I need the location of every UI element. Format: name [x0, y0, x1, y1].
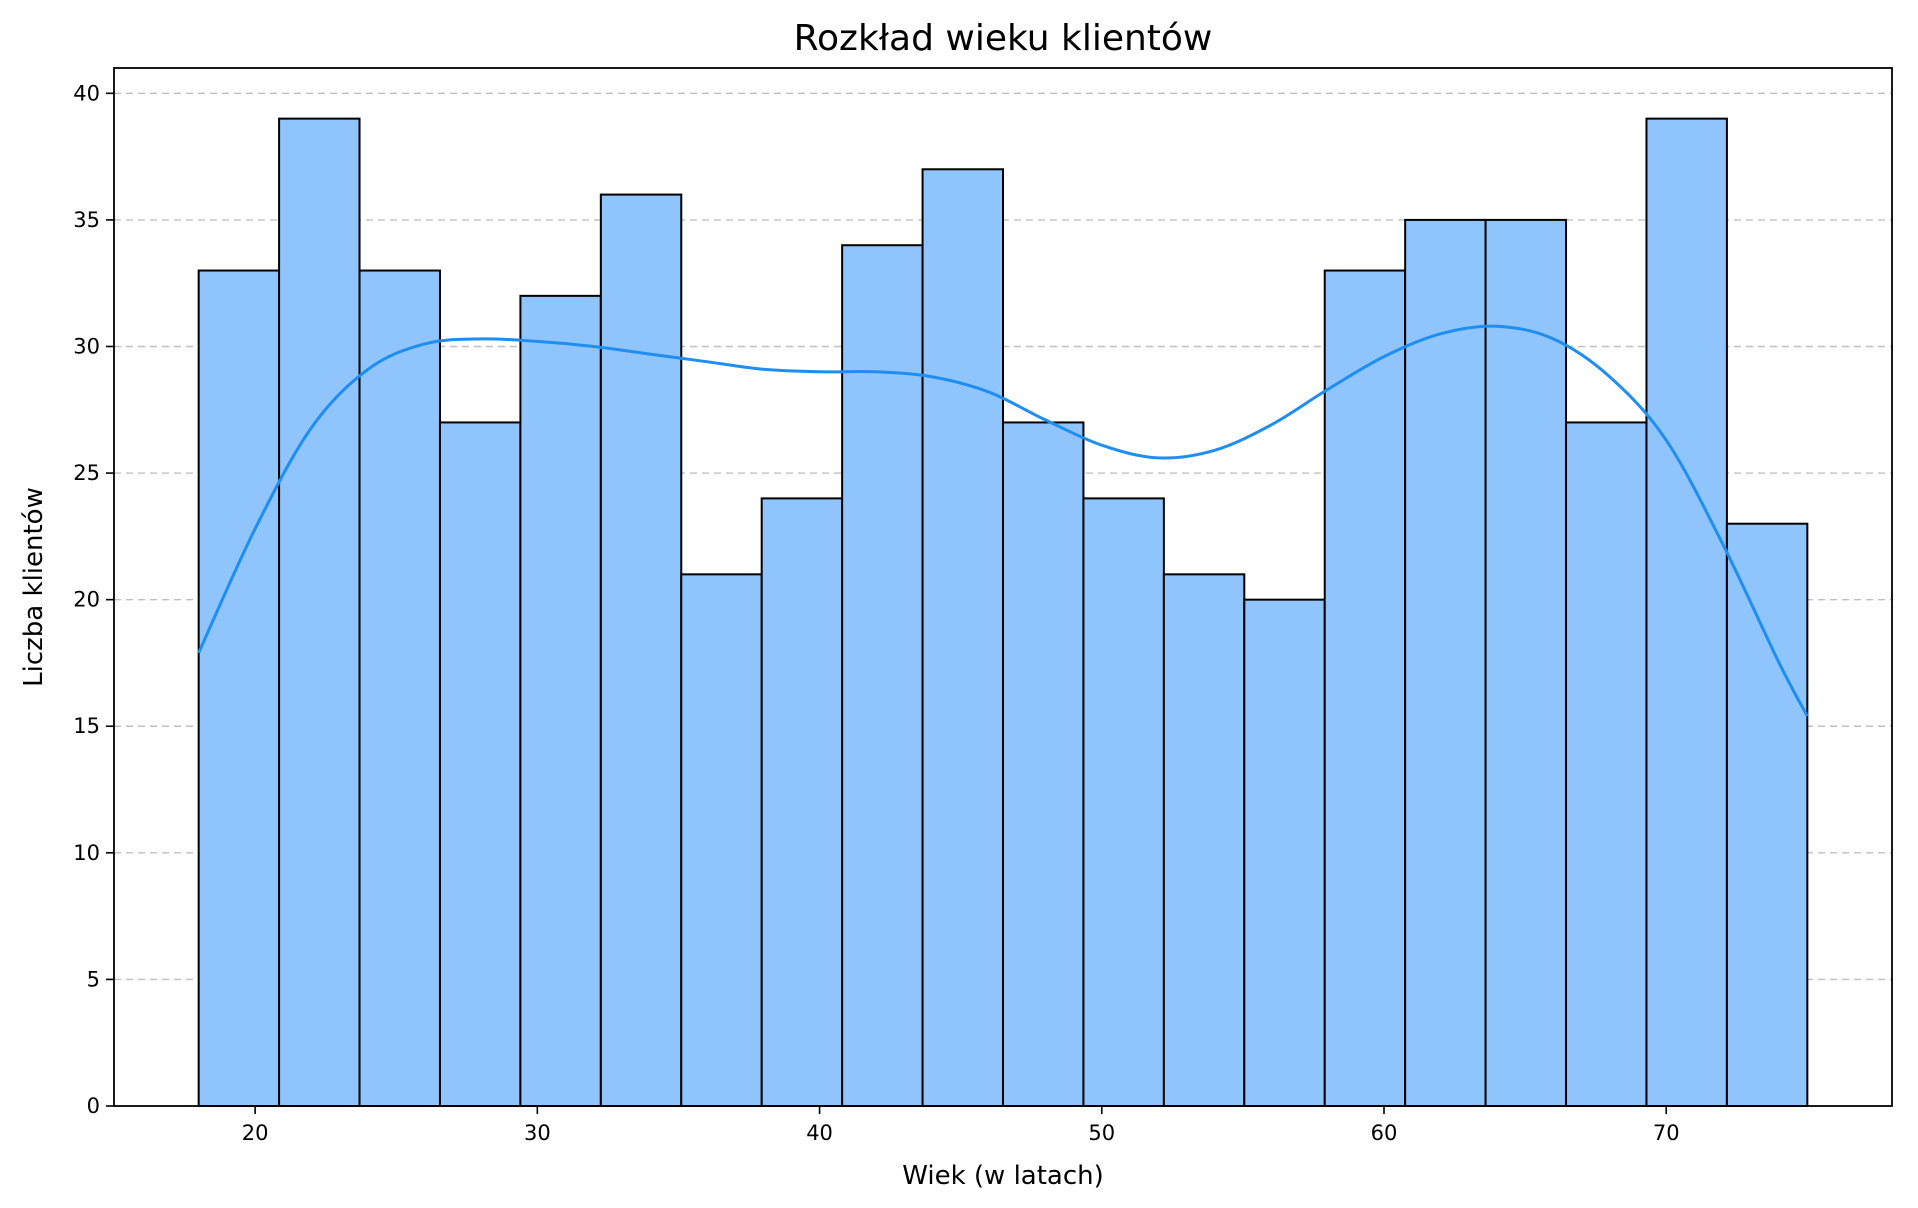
x-axis-ticks: 20 30 40 50 60 70 — [242, 1106, 1680, 1145]
histogram-bar — [1002, 421, 1085, 1107]
histogram-bar — [1082, 497, 1165, 1107]
histogram-bar — [1162, 573, 1246, 1107]
y-tick-label: 30 — [73, 334, 100, 358]
y-tick-label: 25 — [73, 461, 100, 485]
y-tick-label: 0 — [87, 1094, 100, 1118]
x-tick-label: 30 — [524, 1121, 551, 1145]
x-tick-label: 60 — [1371, 1121, 1398, 1145]
plot-frame — [113, 67, 1893, 1107]
histogram-bars — [197, 117, 1809, 1108]
histogram-bar — [1725, 522, 1809, 1107]
y-tick-label: 15 — [73, 714, 100, 738]
x-axis-label: Wiek (w latach) — [902, 1161, 1104, 1191]
y-tick-label: 20 — [73, 588, 100, 612]
y-tick-label: 35 — [73, 208, 100, 232]
histogram-bar — [519, 294, 602, 1108]
histogram-bar — [841, 244, 924, 1108]
y-tick-label: 40 — [73, 81, 100, 105]
y-axis-ticks: 0 5 10 15 20 25 30 35 40 — [73, 81, 114, 1118]
histogram-bar — [1645, 117, 1728, 1107]
histogram-bar — [1404, 218, 1487, 1107]
y-tick-label: 5 — [87, 967, 100, 991]
kde-curve — [197, 324, 1809, 717]
histogram-bar — [1484, 218, 1568, 1107]
histogram-bar — [278, 117, 361, 1107]
x-tick-label: 70 — [1653, 1121, 1680, 1145]
histogram-bar — [1323, 269, 1407, 1108]
chart-title: Rozkład wieku klientów — [794, 18, 1213, 59]
histogram-bar — [1243, 598, 1326, 1107]
x-tick-label: 20 — [242, 1121, 269, 1145]
y-tick-label: 10 — [73, 841, 100, 865]
histogram-bar — [438, 421, 522, 1107]
x-tick-label: 50 — [1088, 1121, 1115, 1145]
histogram-bar — [680, 573, 763, 1107]
histogram-bar — [1565, 421, 1648, 1107]
histogram-bar — [197, 269, 281, 1108]
histogram-bar — [921, 168, 1004, 1107]
y-axis-label: Liczba klientów — [19, 487, 49, 687]
histogram-bar — [599, 193, 683, 1107]
x-tick-label: 40 — [806, 1121, 833, 1145]
histogram-bar — [358, 269, 441, 1108]
histogram-bar — [760, 497, 844, 1107]
